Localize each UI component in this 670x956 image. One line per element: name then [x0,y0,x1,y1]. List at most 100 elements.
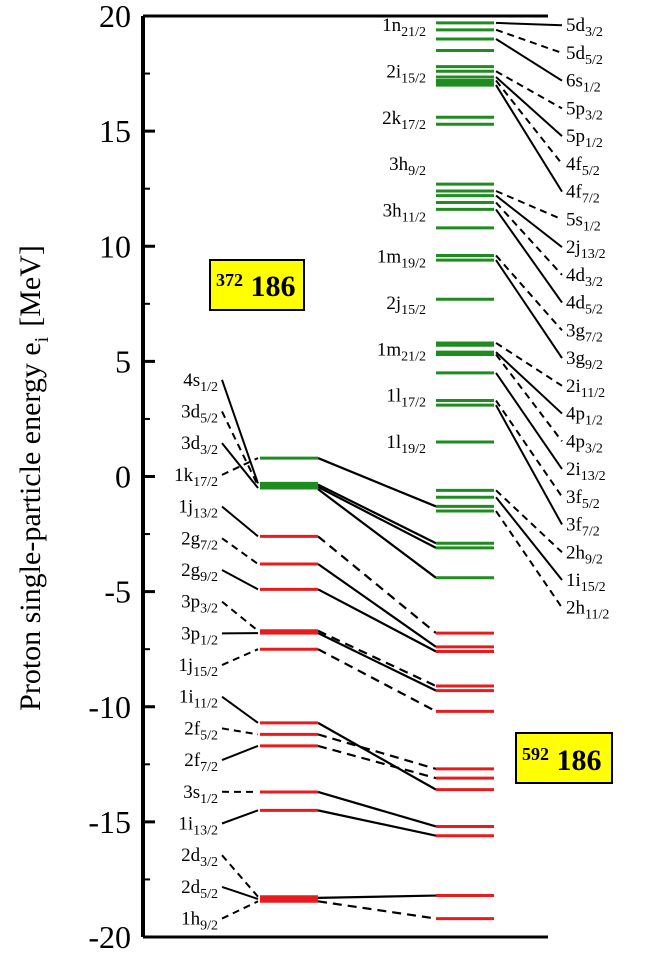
right-label-leader [495,342,563,387]
left-level-labels: 4s1/2 3d5/2 3d3/2 1k17/2 1j13/2 2g7/2 2g9/2 3p3… [174,370,218,934]
right-label-leader [495,190,563,221]
right-label-leader [495,79,563,165]
left-label-1k17-2: 1k17/2 [174,465,218,490]
right-label-leader [495,208,563,304]
right-label-leader [495,28,563,54]
right-label-1i15-2: 1i15/2 [566,570,606,595]
correlation-line [317,894,437,899]
left-label-leader [221,569,259,591]
right-label-4d5-2: 4d5/2 [566,293,603,318]
left-label-2g7-2: 2g7/2 [181,528,218,553]
y-tick-label: 10 [99,228,131,264]
left-label-1i13-2: 1i13/2 [178,814,218,839]
correlation-line [317,588,437,653]
right-label-4f5-2: 4f5/2 [566,154,600,179]
right-label-1m21-2: 1m21/2 [377,339,426,364]
left-label-1h9-2: 1h9/2 [181,909,218,934]
left-label-2f7-2: 2f7/2 [184,750,218,775]
y-tick-label: 5 [115,343,131,379]
correlation-line [317,632,437,692]
right-label-5d5-2: 5d5/2 [566,43,603,68]
correlation-line [317,790,437,828]
left-label-leader [221,727,259,736]
right-label-leader [495,489,563,553]
nucleus-left-z: 186 [251,270,296,303]
left-label-3d3-2: 3d3/2 [181,433,218,458]
right-label-leader [495,404,563,526]
y-tick-label: 0 [115,459,131,495]
left-label-leader [221,695,259,724]
right-label-5p3-2: 5p3/2 [566,98,603,123]
right-label-4d3-2: 4d3/2 [566,265,603,290]
nucleus-right-mass: 592 [522,744,549,764]
left-label-2d5-2: 2d5/2 [181,877,218,902]
nucleus-box-left: 372 186 [209,259,305,311]
right-label-5p1-2: 5p1/2 [566,126,603,151]
left-label-2f5-2: 2f5/2 [184,718,218,743]
left-label-leader [221,505,259,538]
right-label-5d3-2: 5d3/2 [566,15,603,40]
right-level-labels: 1n21/2 2i15/2 2k17/2 3h9/2 3h11/2 1m19/2 2j15/… [377,15,610,623]
left-label-3p3-2: 3p3/2 [181,592,218,617]
correlation-line [317,721,437,791]
correlation-line [317,485,437,549]
correlation-line [317,535,437,634]
left-label-leader [221,885,259,900]
correlation-line [317,733,437,770]
right-level-column [436,21,494,921]
right-label-3g9-2: 3g9/2 [566,348,603,373]
correlation-line [317,809,437,837]
nucleus-box-right: 592 186 [515,732,613,784]
left-label-1j15-2: 1j15/2 [178,655,218,680]
left-label-leader [221,809,259,825]
right-label-leader [495,353,563,442]
right-label-3f5-2: 3f5/2 [566,487,600,512]
left-label-3d5-2: 3d5/2 [181,401,218,426]
right-label-1l19-2: 1l19/2 [386,432,426,457]
left-label-1i11-2: 1i11/2 [179,687,218,712]
svg-text:372 186: 372 186 [216,260,296,303]
left-label-3p1-2: 3p1/2 [181,623,218,648]
right-label-leader [495,399,563,498]
right-label-2i11-2: 2i11/2 [566,376,605,401]
right-label-leader [495,76,563,137]
y-axis: 20 15 10 5 0 -5 -10 -15 -20 [88,0,548,955]
right-label-1n21-2: 1n21/2 [382,15,426,40]
correlation-line [317,563,437,648]
right-label-leader [495,194,563,248]
left-label-leader [221,744,259,762]
y-tick-label: 20 [99,0,131,34]
left-label-3s1-2: 3s1/2 [183,782,218,807]
nucleus-left-mass: 372 [216,270,243,290]
right-label-5s1-2: 5s1/2 [566,209,601,234]
correlation-line [317,648,437,713]
right-label-1m19-2: 1m19/2 [377,247,426,272]
right-label-3g7-2: 3g7/2 [566,320,603,345]
right-label-2i13-2: 2i13/2 [566,459,606,484]
right-label-2j15-2: 2j15/2 [386,293,426,318]
correlation-line [317,629,437,688]
right-label-2k17-2: 2k17/2 [382,108,426,133]
right-label-3h11-2: 3h11/2 [383,200,426,225]
right-label-1l17-2: 1l17/2 [386,386,426,411]
y-tick-label: -20 [88,919,131,955]
y-tick-label: -15 [88,804,131,840]
right-label-6s1-2: 6s1/2 [566,71,601,96]
right-label-leader [495,70,563,110]
right-label-leader [495,259,563,359]
left-label-leader [221,600,259,632]
right-label-leader [495,38,563,82]
correlation-line [317,483,437,545]
right-label-leader [495,372,563,470]
left-label-leader [221,648,259,666]
right-label-2j13-2: 2j13/2 [566,237,606,262]
correlation-line [317,457,437,508]
right-label-leader [495,201,563,276]
connector-lines [221,21,563,920]
left-label-leader [221,537,259,565]
left-label-leader [221,411,259,487]
y-axis-title: Proton single-particle energy ei[MeV] [14,245,53,711]
y-tick-label: 15 [99,113,131,149]
right-label-leader [495,21,563,27]
